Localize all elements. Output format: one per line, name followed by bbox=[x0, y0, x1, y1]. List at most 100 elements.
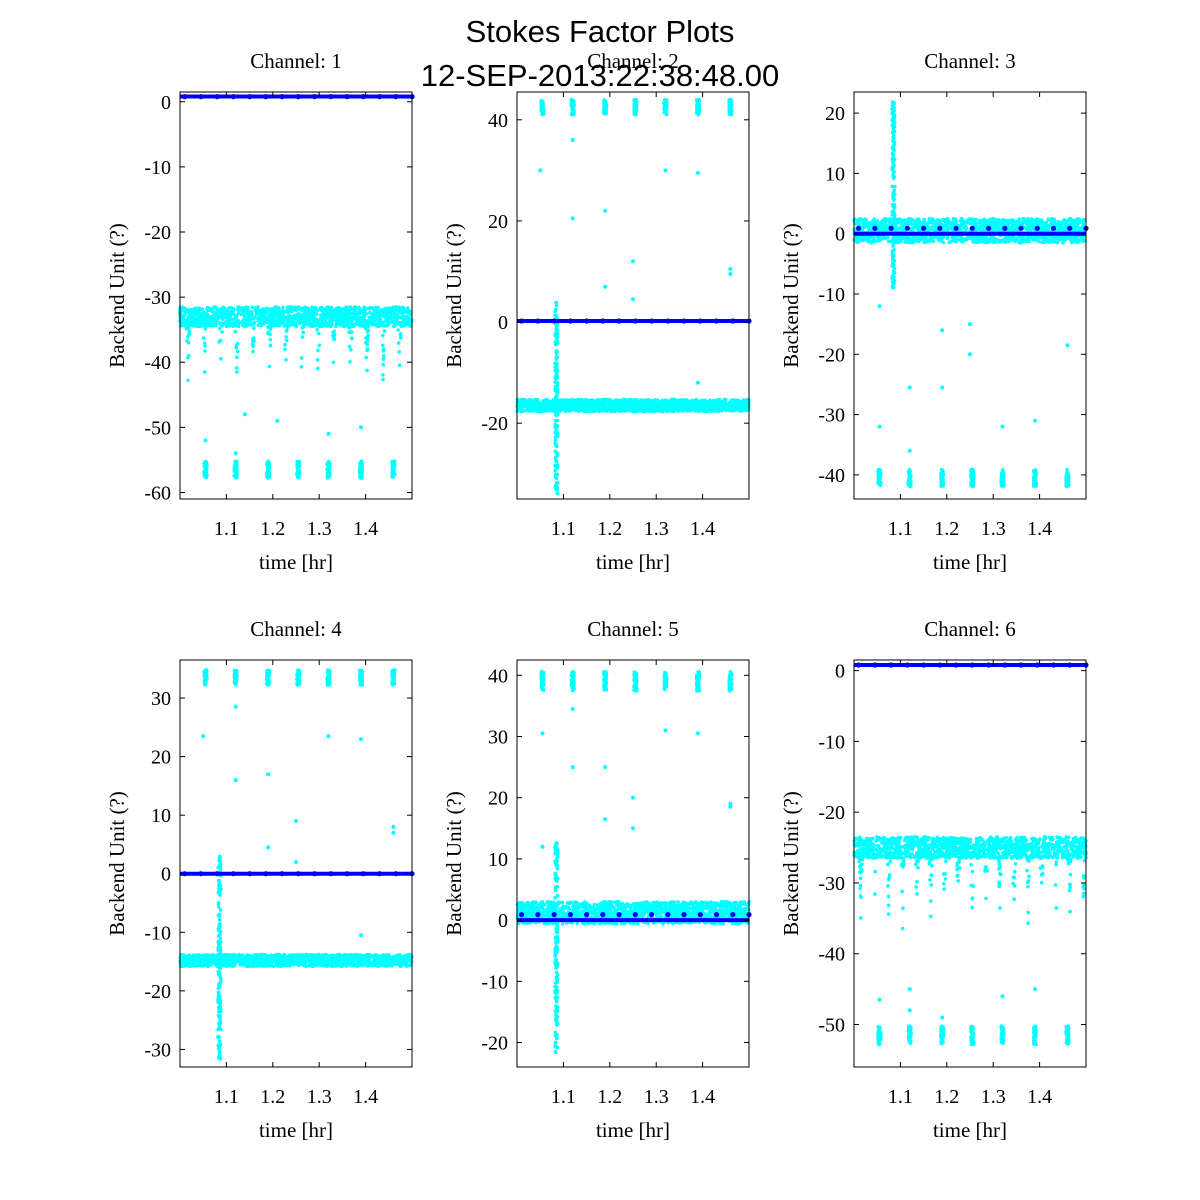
raw-data-point bbox=[947, 240, 952, 245]
raw-data-point bbox=[381, 377, 385, 382]
outlier-point bbox=[570, 216, 575, 221]
raw-data-point bbox=[553, 365, 557, 370]
calibration-point bbox=[391, 471, 396, 475]
raw-data-point bbox=[618, 402, 623, 406]
outlier-point bbox=[663, 168, 668, 173]
raw-data-point bbox=[267, 314, 272, 318]
raw-data-point bbox=[1016, 220, 1020, 224]
mean-marker bbox=[198, 94, 204, 100]
raw-data-point bbox=[237, 309, 241, 314]
raw-data-point bbox=[741, 398, 746, 402]
raw-data-point bbox=[614, 401, 618, 406]
raw-data-point bbox=[408, 324, 412, 328]
calibration-point bbox=[203, 460, 208, 465]
raw-data-point bbox=[195, 316, 199, 321]
raw-data-point bbox=[1062, 218, 1066, 222]
raw-data-point bbox=[685, 399, 689, 404]
raw-data-point bbox=[554, 385, 558, 390]
raw-data-point bbox=[367, 310, 372, 315]
raw-data-point bbox=[400, 320, 405, 325]
raw-data-point bbox=[299, 316, 304, 321]
raw-data-point bbox=[250, 305, 255, 310]
raw-data-point bbox=[576, 402, 581, 406]
raw-data-point bbox=[343, 317, 347, 322]
raw-data-point bbox=[284, 358, 288, 362]
raw-data-point bbox=[378, 320, 383, 325]
raw-data-point bbox=[400, 312, 405, 316]
raw-data-point bbox=[194, 320, 198, 325]
mean-marker bbox=[681, 318, 687, 324]
calibration-point bbox=[572, 103, 576, 107]
outlier-point bbox=[203, 438, 208, 443]
y-axis-label: Backend Unit (?) bbox=[442, 223, 466, 368]
raw-data-point bbox=[249, 315, 253, 320]
outlier-point bbox=[603, 284, 608, 289]
raw-data-point bbox=[235, 370, 239, 374]
raw-data-point bbox=[671, 408, 676, 413]
raw-data-point bbox=[343, 321, 347, 326]
raw-data-point bbox=[645, 403, 649, 407]
mean-marker bbox=[295, 94, 301, 100]
raw-data-point bbox=[281, 305, 285, 310]
raw-data-point bbox=[689, 398, 694, 403]
raw-data-point bbox=[686, 405, 691, 410]
raw-data-point bbox=[673, 405, 677, 410]
raw-data-point bbox=[280, 308, 284, 313]
calibration-point bbox=[539, 99, 543, 103]
outlier-point bbox=[728, 267, 733, 271]
raw-data-point bbox=[217, 308, 222, 312]
raw-data-point bbox=[300, 335, 305, 339]
raw-data-point bbox=[205, 315, 209, 319]
raw-data-point bbox=[384, 308, 389, 312]
mean-marker bbox=[665, 318, 671, 324]
mean-marker bbox=[519, 318, 525, 324]
raw-data-point bbox=[301, 313, 305, 318]
raw-data-point bbox=[915, 236, 920, 240]
mean-marker bbox=[182, 94, 188, 100]
subplot-title: Channel: 1 bbox=[250, 49, 342, 73]
raw-data-point bbox=[251, 349, 255, 354]
raw-data-point bbox=[554, 459, 558, 463]
calibration-point bbox=[391, 464, 396, 469]
raw-data-point bbox=[1058, 222, 1063, 226]
raw-data-point bbox=[621, 401, 626, 406]
raw-data-point bbox=[353, 310, 358, 314]
raw-data-point bbox=[202, 341, 207, 346]
raw-data-point bbox=[293, 315, 298, 319]
raw-data-point bbox=[252, 326, 256, 331]
raw-data-point bbox=[202, 370, 207, 374]
raw-data-point bbox=[365, 348, 369, 353]
raw-data-point bbox=[401, 306, 406, 310]
raw-data-point bbox=[236, 324, 241, 329]
y-tick-label: -10 bbox=[144, 157, 171, 179]
raw-data-point bbox=[1004, 240, 1008, 244]
raw-data-point bbox=[702, 405, 707, 410]
raw-data-point bbox=[343, 313, 348, 317]
calibration-point bbox=[266, 461, 270, 465]
raw-data-point bbox=[358, 309, 362, 314]
calibration-point bbox=[728, 97, 733, 102]
raw-data-point bbox=[624, 398, 629, 403]
raw-data-point bbox=[294, 324, 299, 329]
mean-marker bbox=[263, 94, 269, 100]
calibration-point bbox=[663, 99, 668, 104]
raw-data-point bbox=[248, 311, 253, 316]
raw-data-point bbox=[646, 408, 650, 412]
raw-data-point bbox=[333, 310, 338, 315]
raw-data-point bbox=[720, 404, 725, 409]
raw-data-point bbox=[525, 406, 529, 410]
raw-data-point bbox=[356, 322, 361, 327]
raw-data-point bbox=[181, 309, 185, 313]
mean-marker bbox=[600, 318, 606, 324]
raw-data-point bbox=[401, 315, 406, 319]
raw-data-point bbox=[866, 238, 871, 242]
raw-data-point bbox=[702, 399, 706, 403]
raw-data-point bbox=[335, 306, 340, 310]
raw-data-point bbox=[969, 217, 974, 222]
raw-data-point bbox=[203, 349, 207, 353]
raw-data-point bbox=[665, 409, 669, 414]
raw-data-point bbox=[381, 333, 385, 338]
raw-data-point bbox=[741, 408, 745, 413]
raw-data-point bbox=[315, 358, 320, 362]
raw-data-point bbox=[213, 305, 218, 309]
